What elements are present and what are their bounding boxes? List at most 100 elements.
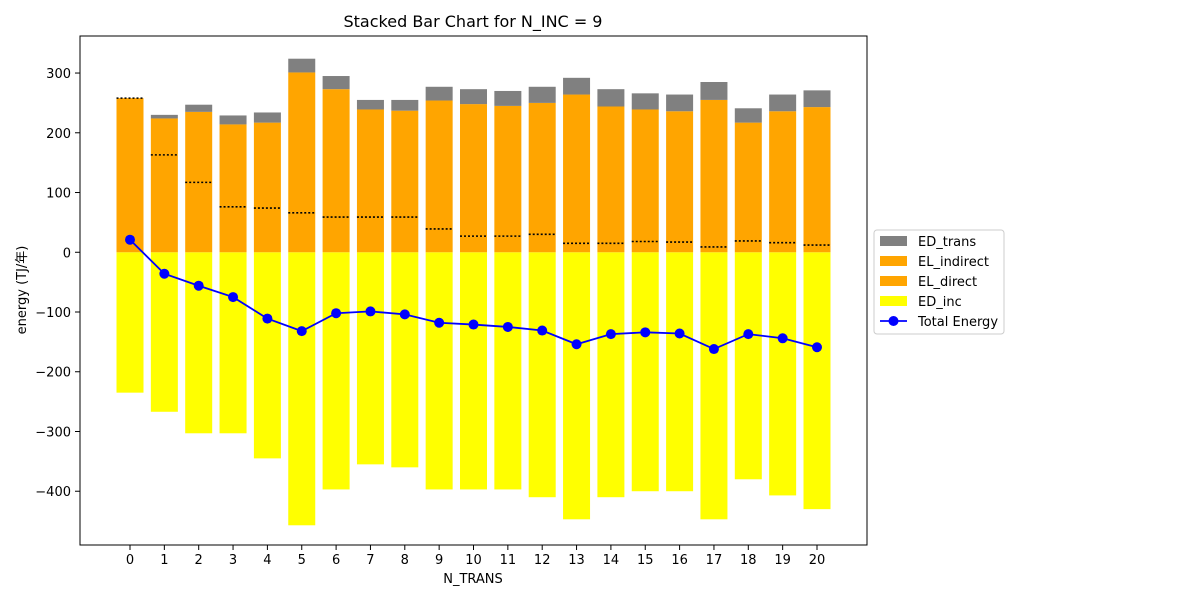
x-tick-label: 11 bbox=[500, 553, 517, 568]
bar-el-indirect bbox=[769, 111, 797, 243]
x-tick-label: 20 bbox=[809, 553, 826, 568]
total-energy-point bbox=[399, 309, 410, 320]
bar-el-indirect bbox=[150, 118, 178, 155]
bar-el-indirect bbox=[666, 111, 694, 243]
x-tick-label: 7 bbox=[366, 553, 374, 568]
legend-label: Total Energy bbox=[917, 315, 998, 330]
x-tick-label: 17 bbox=[706, 553, 723, 568]
bar-ed-inc bbox=[185, 252, 213, 434]
total-energy-point bbox=[365, 306, 376, 317]
x-tick-label: 1 bbox=[160, 553, 168, 568]
total-energy-point bbox=[159, 268, 170, 279]
legend-label: EL_indirect bbox=[918, 255, 989, 270]
bar-el-indirect bbox=[391, 110, 419, 218]
x-tick-label: 8 bbox=[401, 553, 409, 568]
x-tick-label: 19 bbox=[774, 553, 791, 568]
bar-el-direct bbox=[563, 243, 591, 253]
bar-ed-inc bbox=[734, 252, 762, 480]
bar-el-indirect bbox=[460, 104, 487, 237]
bar-el-indirect bbox=[563, 94, 591, 244]
bar-ed-inc bbox=[597, 252, 625, 498]
bar-ed-trans bbox=[803, 90, 831, 108]
x-axis-label: N_TRANS bbox=[443, 572, 503, 587]
bar-ed-trans bbox=[356, 99, 384, 110]
bar-el-indirect bbox=[288, 72, 316, 213]
bar-el-direct bbox=[700, 246, 728, 253]
bar-el-indirect bbox=[803, 107, 831, 246]
bar-el-direct bbox=[597, 243, 625, 253]
bar-ed-inc bbox=[460, 252, 487, 490]
bar-el-direct bbox=[150, 154, 178, 253]
bar-el-direct bbox=[425, 228, 453, 253]
bar-el-indirect bbox=[597, 106, 625, 244]
bar-ed-trans bbox=[597, 89, 625, 107]
total-energy-point bbox=[193, 280, 204, 291]
legend-label: EL_direct bbox=[918, 275, 977, 290]
bar-el-indirect bbox=[322, 89, 350, 218]
x-tick-label: 4 bbox=[263, 553, 271, 568]
bar-el-indirect bbox=[528, 102, 556, 235]
bar-el-direct bbox=[666, 242, 694, 253]
y-tick-label: 100 bbox=[46, 187, 71, 202]
bar-ed-inc bbox=[563, 252, 591, 520]
bars-layer bbox=[116, 58, 831, 526]
total-energy-point bbox=[331, 308, 342, 319]
bar-ed-trans bbox=[666, 94, 694, 112]
y-tick-label: −200 bbox=[35, 366, 71, 381]
total-energy-point bbox=[708, 344, 719, 355]
chart-title: Stacked Bar Chart for N_INC = 9 bbox=[344, 12, 603, 32]
bar-ed-inc bbox=[356, 252, 384, 465]
x-tick-label: 15 bbox=[637, 553, 654, 568]
bar-ed-inc bbox=[803, 252, 831, 510]
bar-ed-inc bbox=[666, 252, 694, 492]
bar-el-indirect bbox=[253, 122, 281, 209]
legend-swatch bbox=[880, 236, 907, 246]
bar-ed-trans bbox=[563, 77, 591, 95]
total-energy-point bbox=[296, 326, 307, 337]
legend-swatch bbox=[880, 276, 907, 286]
bar-el-indirect bbox=[219, 124, 247, 207]
bar-ed-trans bbox=[494, 90, 522, 106]
bar-ed-inc bbox=[631, 252, 659, 492]
y-tick-label: −300 bbox=[35, 425, 71, 440]
bar-ed-trans bbox=[150, 114, 178, 119]
bar-el-indirect bbox=[700, 99, 728, 247]
x-tick-label: 9 bbox=[435, 553, 443, 568]
total-energy-point bbox=[640, 327, 651, 338]
x-tick-label: 16 bbox=[671, 553, 688, 568]
y-tick-label: 200 bbox=[46, 127, 71, 142]
bar-el-direct bbox=[219, 206, 247, 253]
bar-el-direct bbox=[460, 236, 487, 253]
x-tick-label: 5 bbox=[298, 553, 306, 568]
bar-ed-inc bbox=[150, 252, 178, 412]
bar-ed-inc bbox=[425, 252, 453, 490]
total-energy-point bbox=[812, 342, 822, 353]
bar-ed-trans bbox=[631, 93, 659, 110]
total-energy-point bbox=[777, 333, 788, 344]
legend-swatch bbox=[880, 296, 907, 306]
legend-swatch bbox=[880, 256, 907, 266]
bar-el-direct bbox=[803, 245, 831, 253]
bar-el-indirect bbox=[734, 122, 762, 241]
bar-ed-inc bbox=[116, 252, 144, 393]
x-tick-label: 18 bbox=[740, 553, 757, 568]
bar-el-direct bbox=[288, 212, 316, 253]
bar-ed-inc bbox=[700, 252, 728, 520]
x-tick-label: 2 bbox=[195, 553, 203, 568]
bar-ed-trans bbox=[700, 82, 728, 100]
bar-ed-trans bbox=[528, 86, 556, 103]
legend-marker bbox=[888, 316, 899, 326]
bar-ed-trans bbox=[460, 89, 487, 105]
total-energy-point bbox=[468, 319, 479, 330]
bar-el-direct bbox=[734, 240, 762, 253]
bar-el-direct bbox=[769, 242, 797, 253]
bar-ed-inc bbox=[253, 252, 281, 459]
x-tick-label: 13 bbox=[568, 553, 585, 568]
bar-ed-inc bbox=[769, 252, 797, 496]
bar-ed-trans bbox=[185, 104, 213, 112]
bar-el-direct bbox=[185, 182, 213, 253]
y-tick-label: −100 bbox=[35, 306, 71, 321]
